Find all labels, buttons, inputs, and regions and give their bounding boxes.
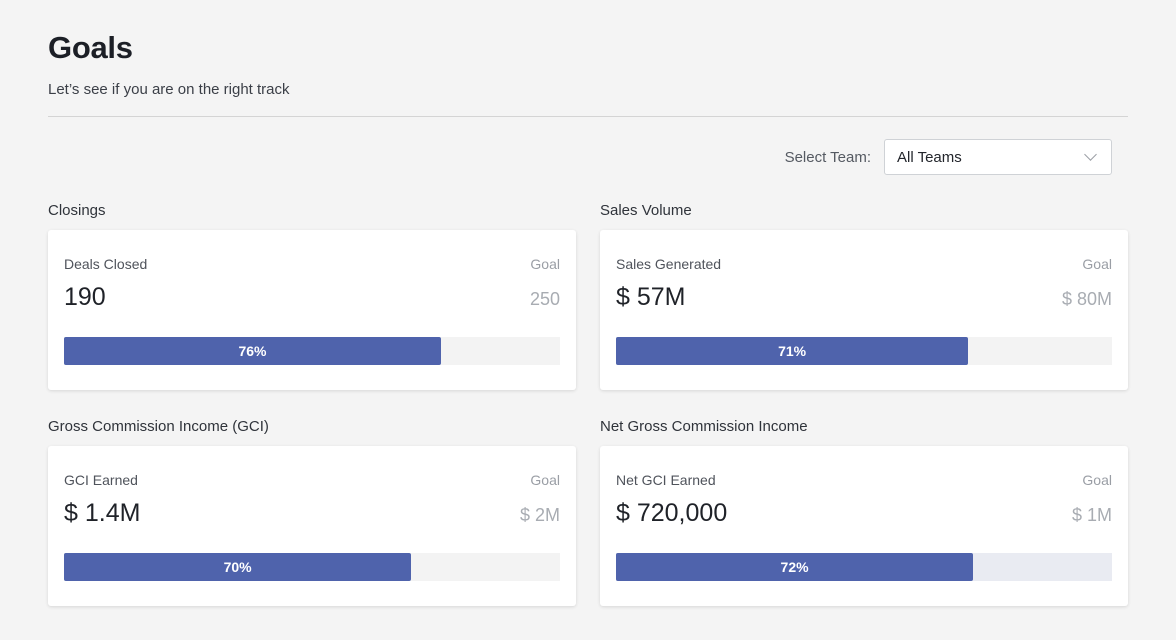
- progress-label: 72%: [780, 559, 809, 575]
- goal-label: Goal: [530, 256, 560, 272]
- goal-value: $ 2M: [519, 505, 560, 525]
- metric-value: 190: [64, 283, 106, 311]
- metric-value: $ 720,000: [616, 499, 728, 527]
- section-title-closings: Closings: [48, 202, 106, 219]
- progress-label: 70%: [223, 559, 252, 575]
- team-select-value: All Teams: [897, 148, 962, 166]
- metric-value: $ 1.4M: [64, 499, 141, 527]
- progress-bar: 70%: [64, 553, 560, 581]
- metric-value: $ 57M: [616, 283, 686, 311]
- section-title-sales-volume: Sales Volume: [600, 202, 692, 219]
- progress-fill: 71%: [616, 337, 969, 365]
- progress-fill: 70%: [64, 553, 412, 581]
- progress-fill: 76%: [64, 337, 441, 365]
- metric-label: Deals Closed: [64, 256, 148, 272]
- progress-label: 76%: [238, 343, 267, 359]
- team-select[interactable]: All Teams: [884, 139, 1112, 175]
- goal-value: 250: [529, 289, 560, 309]
- page-subtitle: Let’s see if you are on the right track: [48, 81, 290, 98]
- page-title: Goals: [48, 30, 133, 65]
- progress-fill: 72%: [616, 553, 974, 581]
- progress-bar: 76%: [64, 337, 560, 365]
- progress-label: 71%: [778, 343, 807, 359]
- goal-card-closings: Deals Closed Goal 190 250 76%: [48, 230, 576, 390]
- goal-card-net-gci: Net GCI Earned Goal $ 720,000 $ 1M 72%: [600, 446, 1128, 606]
- section-title-net-gci: Net Gross Commission Income: [600, 418, 808, 435]
- team-select-label: Select Team:: [784, 148, 871, 166]
- goal-label: Goal: [1082, 256, 1112, 272]
- goal-value: $ 1M: [1071, 505, 1112, 525]
- progress-bar: 71%: [616, 337, 1112, 365]
- header-divider: [48, 116, 1128, 117]
- chevron-down-icon: [1084, 148, 1097, 161]
- progress-bar: 72%: [616, 553, 1112, 581]
- team-filter: Select Team: All Teams: [785, 139, 1112, 175]
- goal-value: $ 80M: [1061, 289, 1112, 309]
- metric-label: Net GCI Earned: [616, 472, 716, 488]
- goal-label: Goal: [1082, 472, 1112, 488]
- metric-label: Sales Generated: [616, 256, 722, 272]
- goal-card-sales-volume: Sales Generated Goal $ 57M $ 80M 71%: [600, 230, 1128, 390]
- goal-label: Goal: [530, 472, 560, 488]
- metric-label: GCI Earned: [64, 472, 138, 488]
- section-title-gci: Gross Commission Income (GCI): [48, 418, 269, 435]
- goal-card-gci: GCI Earned Goal $ 1.4M $ 2M 70%: [48, 446, 576, 606]
